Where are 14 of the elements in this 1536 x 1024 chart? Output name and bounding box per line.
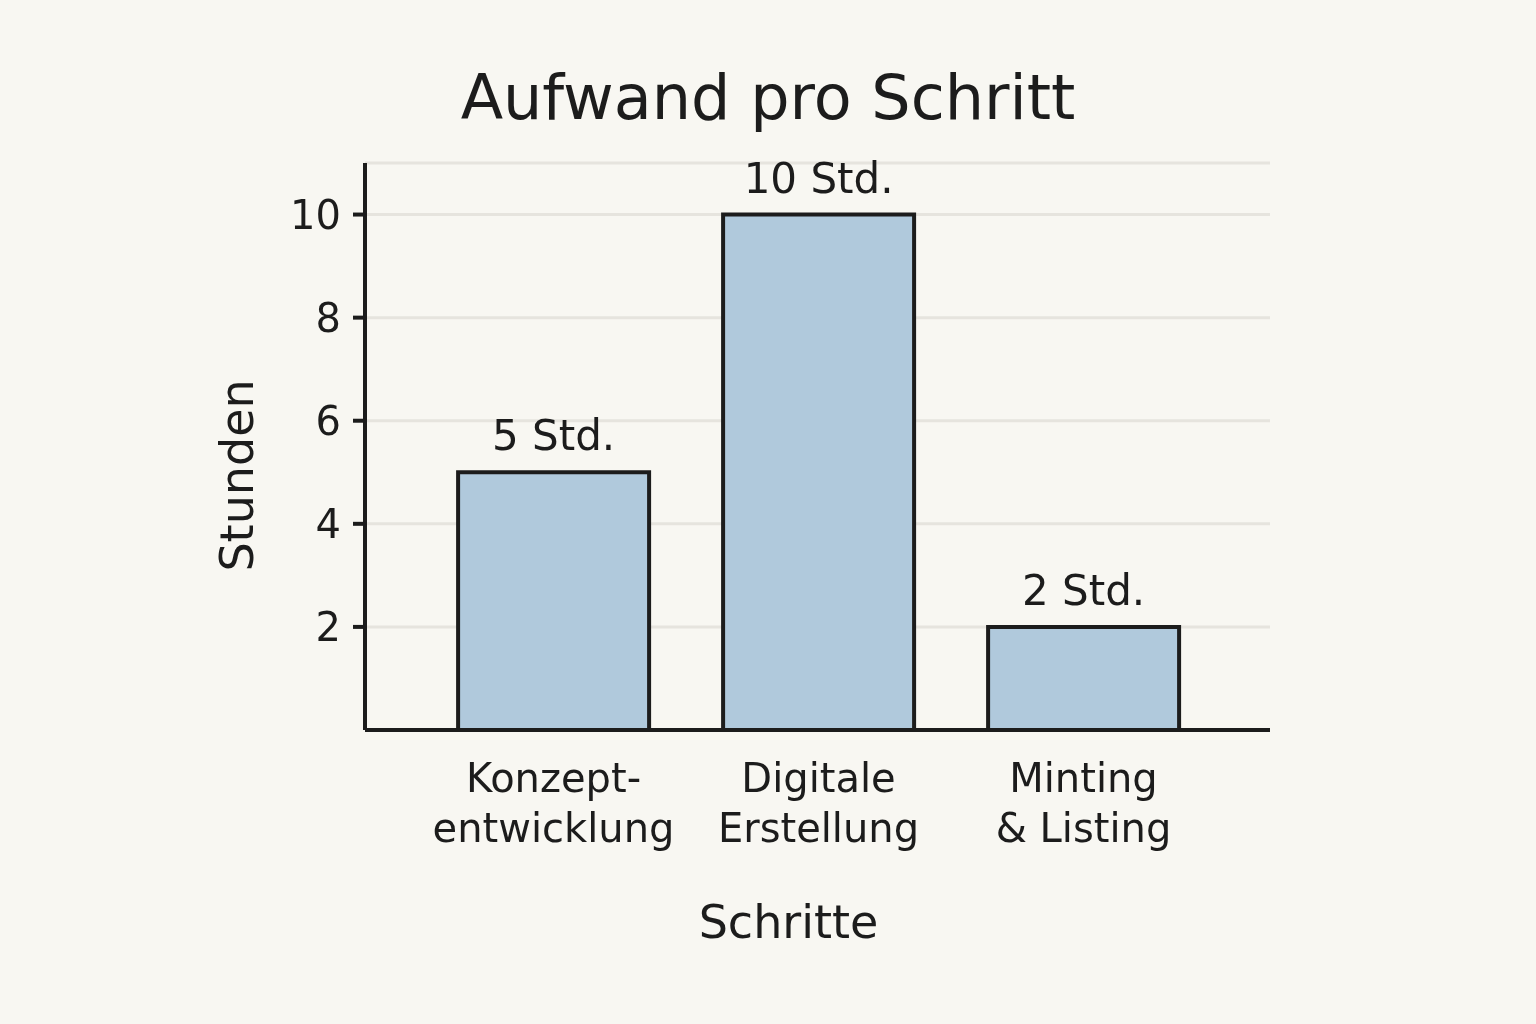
x-tick-label: Konzept- entwicklung	[432, 755, 675, 851]
chart-title: Aufwand pro Schritt	[459, 61, 1077, 134]
x-tick-label: Digitale Erstellung	[717, 755, 920, 851]
x-tick-label: Minting & Listing	[995, 755, 1172, 851]
data-label: 5 Std.	[491, 411, 616, 461]
y-axis-title: Stunden	[210, 379, 264, 572]
y-tick-label: 10	[290, 191, 341, 238]
y-tick-label: 8	[315, 294, 341, 341]
x-axis-title: Schritte	[698, 895, 879, 949]
y-tick-label: 4	[315, 501, 341, 548]
y-tick-label: 6	[315, 397, 341, 444]
data-label: 2 Std.	[1021, 565, 1146, 615]
y-tick-label: 2	[315, 604, 341, 651]
data-label: 10 Std.	[743, 153, 894, 203]
